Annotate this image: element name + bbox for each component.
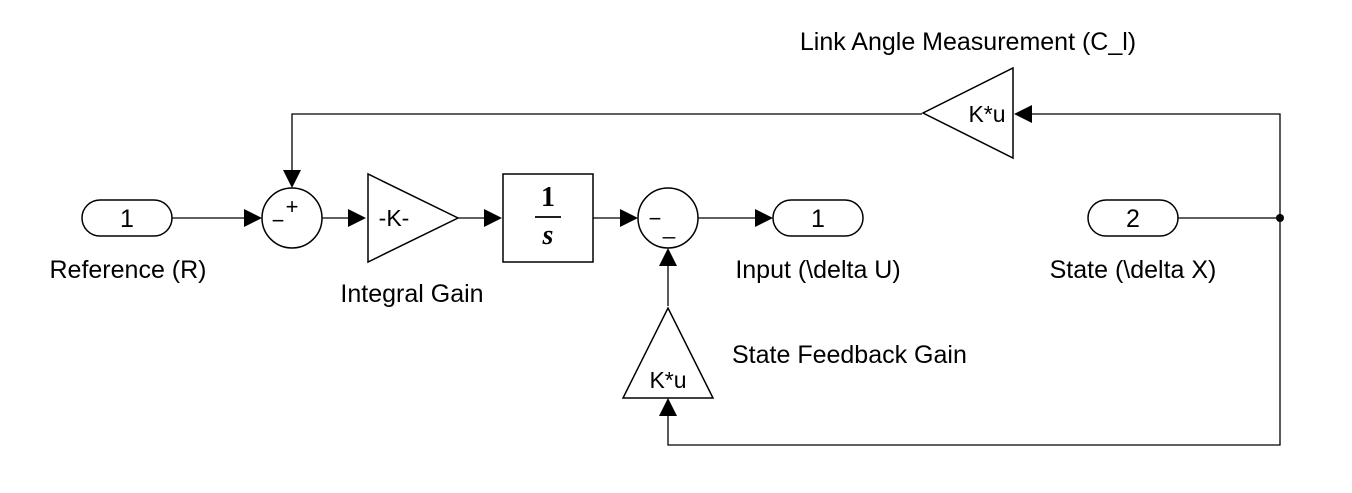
link-angle-gain-label: Link Angle Measurement (C_l)	[800, 28, 1136, 56]
state-feedback-gain-value: K*u	[649, 367, 686, 393]
inport-state-label: State (\delta X)	[1050, 256, 1217, 284]
arrowhead	[348, 209, 366, 227]
integral-gain-value: -K-	[379, 205, 410, 231]
sum-error-minus-sign: −	[272, 208, 285, 233]
arrowhead	[755, 209, 773, 227]
wire-feedback-to-sum	[291, 113, 922, 172]
integral-gain-label: Integral Gain	[340, 280, 483, 308]
arrowhead	[620, 209, 638, 227]
link-angle-gain-block[interactable]: K*u	[921, 66, 1014, 160]
state-feedback-gain-label: State Feedback Gain	[732, 341, 967, 369]
integrator-numerator: 1	[541, 182, 555, 213]
sum-error-block[interactable]: + −	[261, 187, 323, 249]
sum-error-plus-sign: +	[286, 194, 299, 219]
wire-branch-to-link-angle-gain	[1030, 113, 1281, 218]
inport-state-number: 2	[1126, 205, 1140, 233]
signal-lines	[172, 105, 1284, 446]
arrowhead	[244, 209, 262, 227]
outport-input[interactable]: 1	[772, 199, 864, 237]
integral-gain-block[interactable]: -K-	[367, 172, 460, 264]
integrator-block[interactable]: 1 s	[502, 173, 594, 263]
arrowhead	[283, 170, 301, 188]
outport-input-label: Input (\delta U)	[735, 256, 900, 284]
sum-output-minus-sign: −	[649, 206, 662, 231]
inport-reference-number: 1	[120, 205, 134, 233]
integrator-denominator: s	[542, 220, 554, 251]
inport-reference-label: Reference (R)	[50, 256, 207, 284]
inport-reference[interactable]: 1	[81, 199, 173, 237]
arrowhead	[484, 209, 502, 227]
wire-branch-to-state-feedback-gain	[667, 218, 1281, 446]
arrowhead	[659, 398, 677, 416]
sum-output-block[interactable]: − _	[637, 187, 699, 249]
arrowhead	[659, 248, 677, 266]
arrowhead	[1014, 105, 1032, 123]
sum-output-minus-sign-bottom: _	[662, 214, 676, 239]
inport-state[interactable]: 2	[1087, 199, 1179, 237]
outport-input-number: 1	[811, 205, 825, 233]
state-feedback-gain-block[interactable]: K*u	[621, 306, 715, 399]
link-angle-gain-value: K*u	[968, 101, 1005, 127]
